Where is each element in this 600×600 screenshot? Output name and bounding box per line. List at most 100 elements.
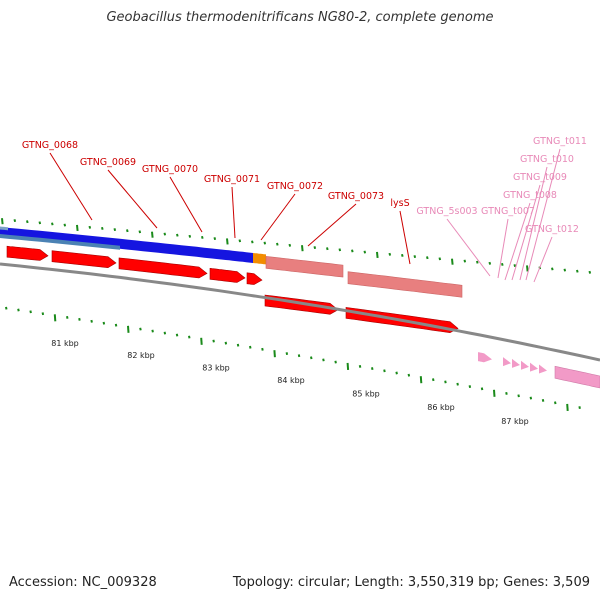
gene-label: GTNG_0073 (328, 191, 384, 202)
upper-tick (588, 270, 592, 274)
gene-label: GTNG_0069 (80, 157, 136, 168)
gene-label: GTNG_0072 (267, 181, 323, 192)
callout-line (533, 236, 553, 283)
scale-label: 82 kbp (127, 351, 155, 360)
lower-tick (529, 396, 533, 400)
upper-tick (163, 232, 167, 236)
upper-tick (88, 225, 92, 229)
upper-tick-ring (1, 218, 592, 274)
lower-tick (578, 406, 581, 410)
upper-tick (451, 258, 454, 265)
upper-tick (488, 261, 492, 265)
upper-tick (188, 234, 192, 238)
gene-label: GTNG_t009 (513, 172, 567, 183)
callout-line (169, 176, 203, 233)
lower-tick (261, 347, 264, 351)
upper-tick (251, 240, 254, 244)
cog-segment (0, 226, 8, 231)
trna-feature (554, 365, 600, 389)
lower-tick (175, 333, 179, 337)
scale-label: 84 kbp (277, 376, 305, 385)
upper-tick (138, 230, 142, 234)
lower-tick (297, 354, 301, 358)
callout-line (49, 152, 93, 221)
callout-line (511, 184, 541, 281)
trna-arrow (478, 352, 492, 363)
upper-tick (513, 264, 517, 268)
upper-tick (501, 262, 504, 266)
lower-tick (505, 391, 508, 395)
lower-tick (17, 308, 20, 312)
gene-features (6, 245, 600, 389)
lower-tick (371, 367, 374, 371)
lower-tick (151, 329, 154, 333)
callout-line (446, 218, 491, 277)
lower-tick (212, 339, 215, 343)
scale-label: 87 kbp (501, 417, 529, 426)
gene-label: GTNG_0068 (22, 140, 78, 151)
lower-tick (188, 335, 191, 339)
callout-line (231, 186, 236, 239)
upper-tick (26, 220, 29, 224)
upper-tick (113, 228, 117, 232)
callout-line (497, 218, 509, 279)
lower-tick (66, 316, 69, 319)
lower-tick (322, 358, 325, 362)
lower-tick (236, 343, 240, 347)
lower-tick (224, 341, 228, 345)
scale-label: 85 kbp (352, 389, 380, 398)
callout-line (260, 193, 296, 241)
callout-line (107, 169, 158, 229)
lower-tick (200, 337, 203, 345)
upper-tick (426, 256, 429, 260)
upper-tick (463, 259, 467, 263)
upper-tick (376, 251, 379, 259)
upper-tick (213, 237, 217, 241)
upper-tick (276, 242, 279, 246)
lower-tick (139, 327, 142, 331)
upper-tick (226, 238, 229, 245)
topology-label: Topology: circular; Length: 3,550,319 bp… (232, 575, 590, 590)
lower-tick (468, 385, 472, 388)
rrna-feature (347, 271, 463, 298)
upper-tick (476, 260, 479, 264)
gene-label: GTNG_0070 (142, 164, 198, 175)
upper-tick (388, 252, 392, 256)
upper-tick (401, 253, 404, 257)
upper-tick (413, 255, 417, 259)
lower-tick (285, 352, 289, 355)
callout-line (307, 203, 357, 247)
upper-tick (326, 247, 329, 251)
lower-tick (554, 401, 557, 405)
upper-tick (288, 243, 292, 247)
upper-tick (551, 267, 554, 271)
gene-label: GTNG_t007 (481, 206, 535, 217)
lower-tick (78, 317, 81, 321)
backbone-line (0, 262, 600, 362)
lower-tick (310, 356, 313, 360)
lower-tick (53, 314, 57, 322)
lower-tick (114, 323, 118, 327)
lower-tick (5, 306, 8, 310)
upper-tick (101, 226, 104, 230)
gene-label: GTNG_t012 (525, 224, 579, 235)
lower-tick (456, 382, 459, 386)
lower-tick (419, 376, 423, 384)
trna-arrow (503, 357, 511, 367)
upper-tick (576, 269, 579, 273)
cds-arrow (118, 257, 208, 279)
upper-tick (351, 249, 354, 253)
upper-tick (1, 218, 4, 225)
cog-segment (0, 234, 120, 250)
callout-line (504, 202, 531, 281)
lower-tick (493, 389, 496, 397)
upper-tick (176, 233, 179, 237)
upper-tick (126, 229, 129, 233)
trna-arrow (512, 358, 520, 368)
lower-tick (29, 310, 32, 314)
lower-tick (395, 371, 398, 375)
rrna-feature (265, 256, 344, 278)
lower-tick (90, 319, 93, 323)
upper-tick (51, 222, 54, 226)
